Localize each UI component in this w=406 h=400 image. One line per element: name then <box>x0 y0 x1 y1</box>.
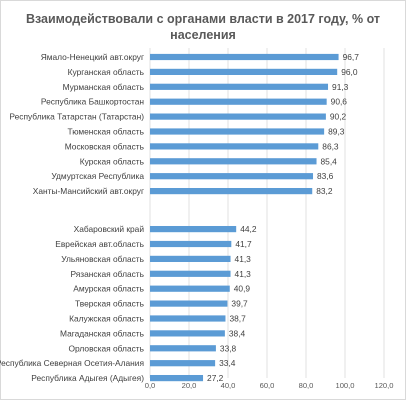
data-label: 38,4 <box>229 328 246 338</box>
bar <box>150 188 313 195</box>
bar <box>150 315 226 322</box>
x-tick-label: 100,0 <box>335 381 354 390</box>
data-label: 85,4 <box>321 156 338 166</box>
bar <box>150 113 326 120</box>
bar <box>150 83 329 90</box>
category-label: Московская область <box>65 141 145 151</box>
category-label: Курская область <box>80 156 145 166</box>
bar <box>150 143 319 150</box>
category-label: Магаданская область <box>60 328 145 338</box>
bar <box>150 128 325 135</box>
category-label: Рязанская область <box>70 269 144 279</box>
data-label: 41,3 <box>235 269 252 279</box>
category-label: Калужская область <box>69 313 145 323</box>
data-label: 96,0 <box>341 67 358 77</box>
data-label: 91,3 <box>332 82 349 92</box>
bar <box>150 374 204 382</box>
bar <box>150 98 327 105</box>
chart-title: Взаимодействовали с органами власти в 20… <box>25 12 381 42</box>
data-label: 41,3 <box>235 254 252 264</box>
x-tick-label: 60,0 <box>260 381 275 390</box>
category-label: Курганская область <box>68 67 145 77</box>
x-tick-label: 0,0 <box>145 381 156 390</box>
bar <box>150 345 216 352</box>
data-label: 44,2 <box>240 224 257 234</box>
bar <box>150 255 231 262</box>
data-label: 33,4 <box>219 358 236 368</box>
category-label: Удмуртская Республика <box>51 171 144 181</box>
category-label: Ульяновская область <box>61 254 144 264</box>
data-label: 89,3 <box>328 127 345 137</box>
x-tick-label: 80,0 <box>299 381 314 390</box>
category-label: Тюменская область <box>67 127 144 137</box>
bar <box>150 270 231 277</box>
data-label: 39,7 <box>231 299 248 309</box>
bar <box>150 225 237 233</box>
data-label: 83,6 <box>317 171 334 181</box>
x-tick-label: 40,0 <box>221 381 236 390</box>
category-label: Хабаровский край <box>74 224 145 234</box>
category-label: Ямало-Ненецкий авт.округ <box>41 52 144 62</box>
data-label: 41,7 <box>235 239 252 249</box>
bar <box>150 300 228 307</box>
category-label: Ханты-Мансийский авт.округ <box>33 186 144 196</box>
data-label: 90,6 <box>331 97 348 107</box>
data-label: 96,7 <box>343 52 360 62</box>
bar <box>150 173 314 180</box>
x-tick-label: 120,0 <box>374 381 393 390</box>
category-label: Республика Адыгея (Адыгея) <box>31 373 144 383</box>
category-label: Мурманская область <box>63 82 145 92</box>
category-label: Орловская область <box>69 343 145 353</box>
data-label: 86,3 <box>322 141 339 151</box>
data-label: 38,7 <box>229 313 246 323</box>
data-label: 27,2 <box>207 373 224 383</box>
data-label: 90,2 <box>330 112 347 122</box>
category-label: Республика Северная Осетия-Алания <box>0 358 144 368</box>
category-label: Амурская область <box>73 284 144 294</box>
category-label: Республика Башкортостан <box>41 97 144 107</box>
x-tick-label: 20,0 <box>182 381 197 390</box>
bar <box>150 285 230 292</box>
bar <box>150 240 232 248</box>
category-label: Еврейская авт.область <box>55 239 144 249</box>
data-label: 33,8 <box>220 343 237 353</box>
bar <box>150 68 338 75</box>
bar <box>150 53 339 61</box>
category-label: Республика Татарстан (Татарстан) <box>9 112 144 122</box>
bar <box>150 158 317 165</box>
data-label: 83,2 <box>316 186 333 196</box>
data-label: 40,9 <box>234 284 251 294</box>
category-label: Тверская область <box>75 299 145 309</box>
bar <box>150 360 216 367</box>
bar <box>150 330 225 337</box>
